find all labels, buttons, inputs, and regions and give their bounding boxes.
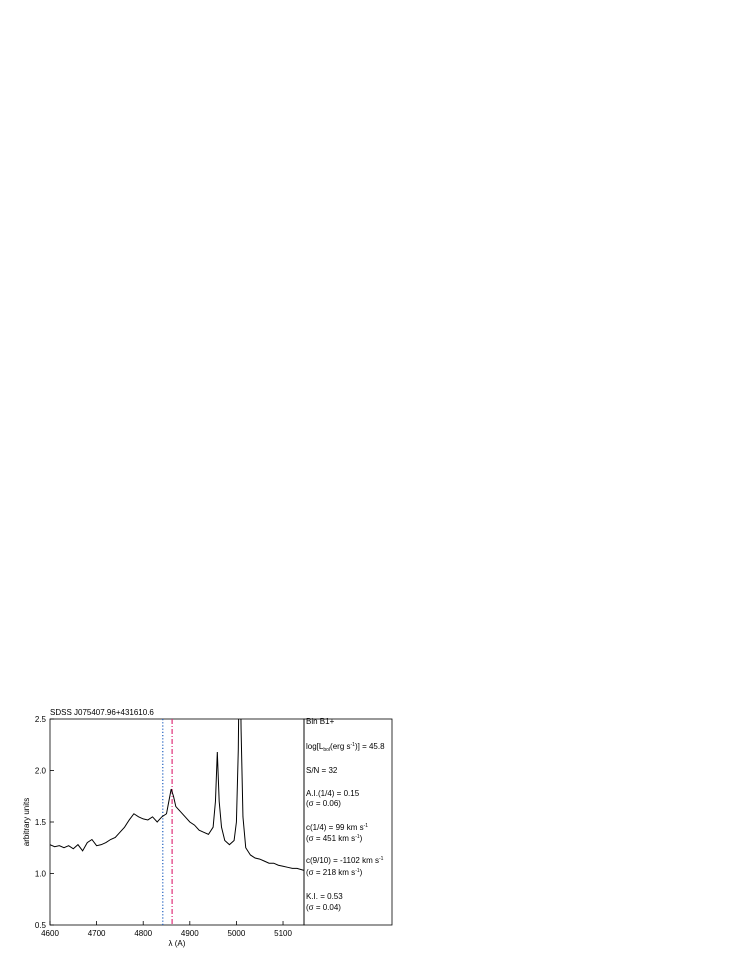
x-tick-label: 5000 [228,929,246,938]
annotation-part: (σ = 451 km s [306,834,355,843]
annotation-part: -1 [379,856,384,862]
annotation-part: (σ = 0.04) [306,903,341,912]
annotation: A.I.(1/4) = 0.15 [306,789,360,798]
annotation-part: bol [323,747,330,753]
x-tick-label: 4900 [181,929,199,938]
annotation-part: -1 [364,823,369,829]
annotation-part: (σ = 0.06) [306,799,341,808]
annotation: S/N = 32 [306,766,338,775]
side-panel [303,718,393,926]
annotation: c(1/4) = 99 km s-1 [306,823,368,832]
x-tick-label: 4800 [134,929,152,938]
annotation-part: A.I.(1/4) = 0.15 [306,789,360,798]
annotation-part: (σ = 218 km s [306,868,355,877]
annotation-part: c(1/4) = 99 km s [306,823,364,832]
annotation-part: (erg s [330,742,350,751]
spectrum-line [50,719,304,871]
y-tick-label: 2.5 [35,715,47,724]
annotation-part: K.I. = 0.53 [306,892,343,901]
annotation: (σ = 218 km s-1) [306,868,363,877]
annotation-part: -1 [355,834,360,840]
x-tick-label: 5100 [274,929,292,938]
x-tick-label: 4600 [41,929,59,938]
annotation: Bin B1+ [306,717,335,726]
y-tick-label: 1.5 [35,818,47,827]
annotation: log[Lbol(erg s-1)] = 45.8 [306,742,385,753]
y-axis-label: arbitrary units [22,798,31,846]
y-tick-label: 2.0 [35,767,47,776]
annotation: K.I. = 0.53 [306,892,343,901]
annotation: (σ = 0.04) [306,903,341,912]
annotation-part: c(9/10) = -1102 km s [306,856,379,865]
annotation-part: -1 [355,868,360,874]
annotation: c(9/10) = -1102 km s-1 [306,856,384,865]
chart-title: SDSS J075407.96+431610.6 [50,708,154,717]
plot-frame [49,718,305,926]
y-tick-label: 0.5 [35,921,47,930]
annotation: (σ = 451 km s-1) [306,834,363,843]
annotation-part: ) [360,868,363,877]
y-tick-label: 1.0 [35,870,47,879]
annotation-part: ) [360,834,363,843]
annotation-part: )] = 45.8 [355,742,385,751]
x-tick-label: 4700 [88,929,106,938]
annotation-part: Bin B1+ [306,717,335,726]
annotation: (σ = 0.06) [306,799,341,808]
x-axis-label: λ (A) [169,939,186,948]
annotation-part: S/N = 32 [306,766,338,775]
annotation-part: log[L [306,742,324,751]
annotation-part: -1 [351,742,356,748]
